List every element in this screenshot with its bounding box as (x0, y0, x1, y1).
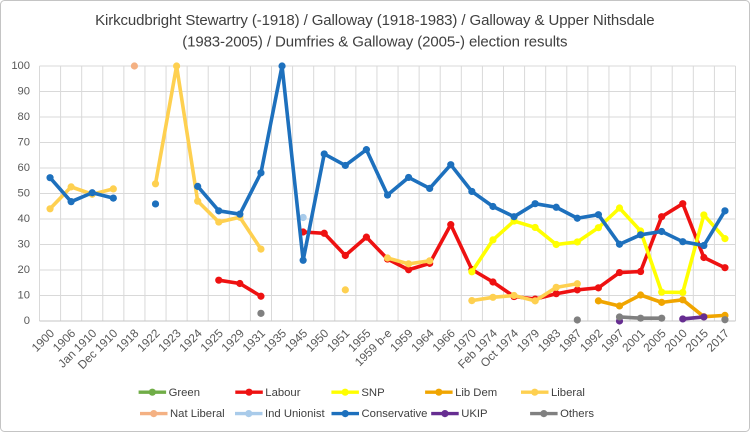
svg-text:0: 0 (24, 315, 30, 327)
svg-text:50: 50 (18, 188, 30, 200)
svg-text:80: 80 (18, 111, 30, 123)
svg-text:70: 70 (18, 137, 30, 149)
svg-text:Liberal: Liberal (551, 387, 585, 399)
svg-text:Kirkcudbright Stewartry (-1918: Kirkcudbright Stewartry (-1918) / Gallow… (95, 12, 654, 29)
svg-text:20: 20 (18, 264, 30, 276)
svg-text:60: 60 (18, 162, 30, 174)
svg-text:UKIP: UKIP (461, 408, 487, 420)
svg-text:Green: Green (169, 387, 200, 399)
svg-text:(1983-2005) / Dumfries & Gallo: (1983-2005) / Dumfries & Galloway (2005-… (182, 33, 567, 50)
svg-text:30: 30 (18, 239, 30, 251)
svg-text:Lib Dem: Lib Dem (455, 387, 497, 399)
svg-text:SNP: SNP (361, 387, 384, 399)
svg-text:10: 10 (18, 290, 30, 302)
svg-text:Conservative: Conservative (362, 408, 428, 420)
svg-text:90: 90 (18, 86, 30, 98)
svg-text:40: 40 (18, 213, 30, 225)
svg-text:100: 100 (11, 60, 30, 72)
svg-text:Nat Liberal: Nat Liberal (170, 408, 225, 420)
svg-text:Ind Unionist: Ind Unionist (265, 408, 326, 420)
svg-text:Labour: Labour (265, 387, 300, 399)
svg-text:Others: Others (560, 408, 594, 420)
